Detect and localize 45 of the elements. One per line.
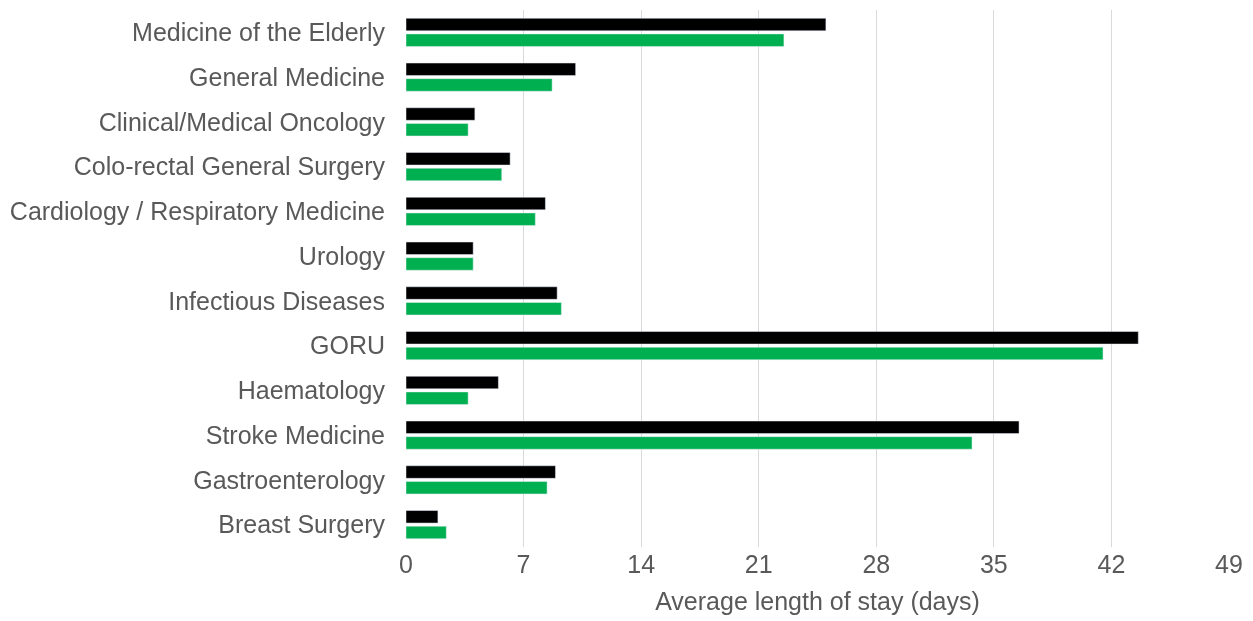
bar	[406, 286, 558, 300]
y-tick-label: Stroke Medicine	[205, 420, 385, 449]
x-tick-label: 49	[1215, 550, 1243, 578]
y-tick-label: Clinical/Medical Oncology	[98, 107, 386, 136]
bar	[406, 18, 827, 32]
bar	[406, 376, 499, 390]
bar	[406, 302, 562, 316]
y-tick-label: GORU	[310, 331, 385, 360]
bar	[406, 346, 1104, 360]
bar	[406, 331, 1139, 345]
y-tick-label: Gastroenterology	[193, 465, 386, 494]
x-tick-label: 28	[862, 550, 891, 578]
bar	[406, 197, 546, 211]
y-tick-label: Infectious Diseases	[168, 286, 385, 315]
bar	[406, 152, 511, 166]
y-tick-label: Cardiology / Respiratory Medicine	[9, 197, 385, 226]
bar	[406, 391, 469, 405]
bar	[406, 241, 474, 255]
y-tick-label: Haematology	[237, 376, 386, 405]
bar	[406, 436, 973, 450]
x-tick-label: 14	[627, 550, 656, 578]
bar	[406, 62, 576, 76]
y-tick-label: Medicine of the Elderly	[132, 18, 386, 47]
bar	[406, 212, 536, 226]
bar	[406, 33, 785, 47]
y-tick-label: General Medicine	[189, 62, 385, 91]
bar	[406, 167, 502, 181]
bar	[406, 123, 469, 137]
x-axis-title: Average length of stay (days)	[655, 587, 980, 615]
bar	[406, 510, 439, 524]
bar	[406, 420, 1020, 434]
bar	[406, 257, 474, 271]
x-tick-label: 21	[744, 550, 773, 578]
bar	[406, 107, 476, 121]
x-tick-label: 42	[1097, 550, 1126, 578]
bar	[406, 465, 556, 479]
bar	[406, 78, 553, 92]
y-tick-label: Colo-rectal General Surgery	[73, 152, 386, 181]
bar	[406, 481, 548, 495]
y-tick-label: Breast Surgery	[218, 510, 386, 539]
x-tick-label: 7	[516, 550, 531, 578]
x-tick-label: 35	[979, 550, 1008, 578]
y-tick-label: Urology	[298, 241, 386, 270]
x-tick-label: 0	[399, 550, 413, 578]
bar	[406, 525, 447, 539]
